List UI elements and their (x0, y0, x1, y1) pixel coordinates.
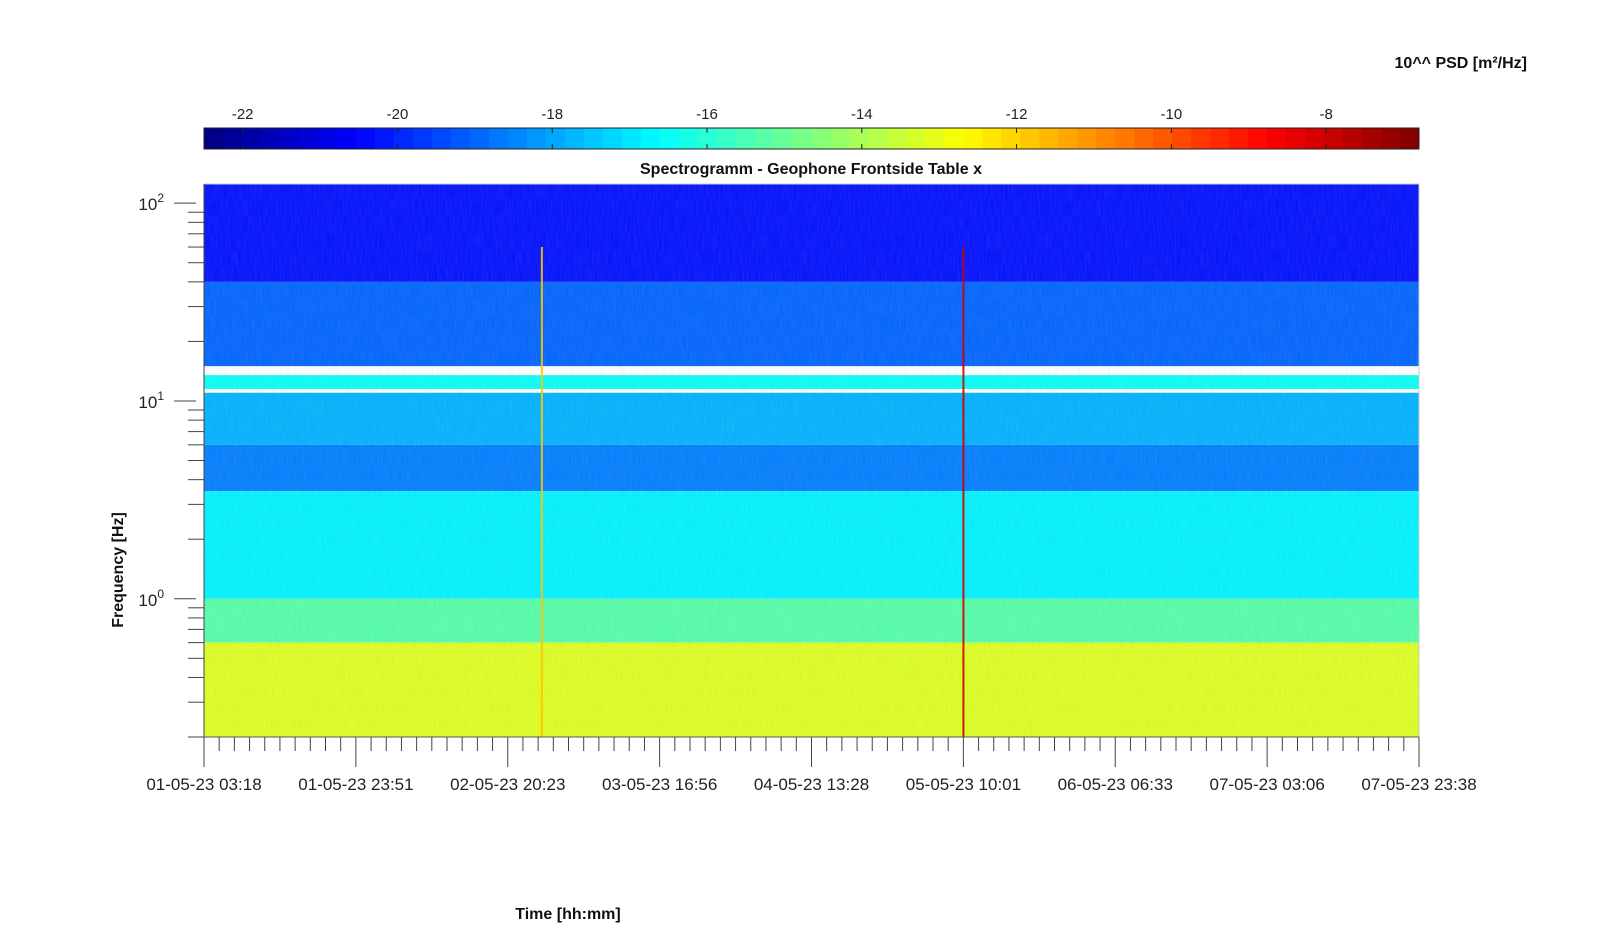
colorbar-step (1191, 128, 1211, 149)
colorbar-step (792, 128, 812, 149)
colorbar-step (1343, 128, 1363, 149)
colorbar-step (1020, 128, 1040, 149)
colorbar-tick-label: -12 (1006, 106, 1028, 123)
x-tick-label: 01-05-23 03:18 (146, 775, 261, 794)
colorbar-frame (203, 127, 1420, 150)
colorbar-step (811, 128, 831, 149)
colorbar-step (507, 128, 528, 149)
colorbar-tick-label: -20 (387, 106, 409, 123)
x-tick-label: 03-05-23 16:56 (602, 775, 717, 794)
colorbar-step (526, 128, 547, 149)
y-axis: 102 101 100 (138, 184, 205, 738)
colorbar-step (697, 128, 718, 149)
colorbar-step (640, 128, 661, 149)
colorbar-step (469, 128, 490, 149)
colorbar-step (963, 128, 983, 149)
colorbar-step (298, 128, 319, 149)
colorbar-step (1115, 128, 1135, 149)
colorbar-tick-label: -14 (851, 106, 873, 123)
colorbar-step (678, 128, 699, 149)
colorbar-step (1134, 128, 1154, 149)
colorbar-step (279, 128, 300, 149)
colorbar-step (925, 128, 945, 149)
colorbar-step (1039, 128, 1059, 149)
colorbar-step (982, 128, 1002, 149)
colorbar-step (735, 128, 756, 149)
colorbar-tick-label: -16 (696, 106, 718, 123)
plot-area (203, 183, 1420, 738)
y-tick-label: 100 (138, 587, 164, 610)
colorbar-step (1229, 128, 1249, 149)
colorbar-step (1362, 128, 1382, 149)
colorbar-step (1077, 128, 1097, 149)
x-tick-label: 01-05-23 23:51 (298, 775, 413, 794)
x-tick-label: 02-05-23 20:23 (450, 775, 565, 794)
events-layer (540, 247, 965, 737)
colorbar-step (868, 128, 888, 149)
colorbar-step (1286, 128, 1306, 149)
colorbar-tick-label: -8 (1319, 106, 1332, 123)
y-tick-label: 102 (138, 191, 164, 214)
colorbar-step (944, 128, 964, 149)
colorbar-step (583, 128, 604, 149)
colorbar-step (1324, 128, 1344, 149)
colorbar-step (830, 128, 850, 149)
colorbar-step (849, 128, 869, 149)
colorbar-step (564, 128, 585, 149)
colorbar-tick-label: -18 (541, 106, 563, 123)
colorbar-step (1381, 128, 1401, 149)
colorbar-step (887, 128, 907, 149)
colorbar-step (355, 128, 376, 149)
colorbar-step (241, 128, 262, 149)
y-axis-label: Frequency [Hz] (110, 512, 127, 628)
colorbar-step (450, 128, 471, 149)
colorbar-tick-label: -10 (1161, 106, 1183, 123)
colorbar-step (1001, 128, 1021, 149)
colorbar-step (1267, 128, 1287, 149)
colorbar-step (374, 128, 395, 149)
chart-title: Spectrogramm - Geophone Frontside Table … (640, 161, 982, 178)
x-tick-label: 07-05-23 03:06 (1210, 775, 1325, 794)
colorbar-step (773, 128, 794, 149)
colorbar-step (716, 128, 737, 149)
x-tick-label: 06-05-23 06:33 (1058, 775, 1173, 794)
x-axis: 01-05-23 03:18 01-05-23 23:51 02-05-23 20:… (146, 736, 1477, 794)
colorbar: 10^^ PSD [m²/Hz] -22 -20 -18 -16 -14 -12 -10 -8 (203, 55, 1527, 150)
colorbar-step (1400, 128, 1420, 149)
colorbar-step (1248, 128, 1268, 149)
colorbar-step (1153, 128, 1173, 149)
colorbar-step (431, 128, 452, 149)
colorbar-ticks: -22 -20 -18 -16 -14 -12 -10 -8 (232, 106, 1333, 149)
colorbar-step (336, 128, 357, 149)
colorbar-step (1210, 128, 1230, 149)
colorbar-step (1058, 128, 1078, 149)
colorbar-step (260, 128, 281, 149)
colorbar-step (621, 128, 642, 149)
colorbar-step (754, 128, 775, 149)
colorbar-step (906, 128, 926, 149)
colorbar-step (602, 128, 623, 149)
colorbar-step (204, 128, 224, 149)
colorbar-step (659, 128, 680, 149)
colorbar-step (1172, 128, 1192, 149)
x-tick-label: 07-05-23 23:38 (1361, 775, 1476, 794)
x-tick-label: 05-05-23 10:01 (906, 775, 1021, 794)
x-axis-label: Time [hh:mm] (515, 906, 620, 923)
colorbar-scale (204, 128, 1420, 149)
x-tick-label: 04-05-23 13:28 (754, 775, 869, 794)
colorbar-label: 10^^ PSD [m²/Hz] (1395, 55, 1527, 72)
y-tick-label: 101 (138, 389, 164, 412)
colorbar-tick-label: -22 (232, 106, 254, 123)
colorbar-step (488, 128, 509, 149)
colorbar-step (545, 128, 566, 149)
colorbar-step (1305, 128, 1325, 149)
colorbar-step (412, 128, 433, 149)
colorbar-step (222, 128, 243, 149)
colorbar-step (1096, 128, 1116, 149)
colorbar-step (393, 128, 414, 149)
colorbar-step (317, 128, 338, 149)
spectrogram-texture (204, 184, 1419, 737)
